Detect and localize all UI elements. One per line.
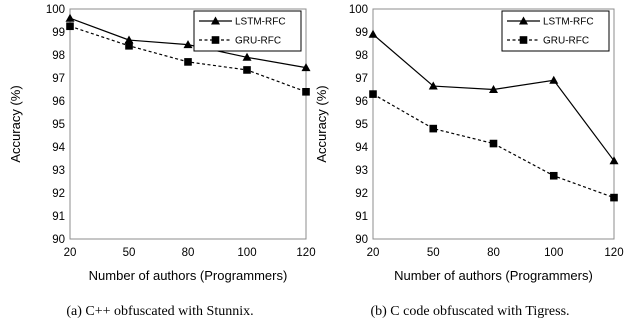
- x-tick-label: 20: [367, 247, 380, 259]
- data-point-gru-rfc: [184, 58, 192, 66]
- y-tick-label: 91: [52, 211, 65, 223]
- legend-marker-gru-rfc: [519, 36, 528, 44]
- legend-label-lstm-rfc: LSTM-RFC: [235, 17, 286, 28]
- legend: LSTM-RFC GRU-RFC: [193, 10, 302, 52]
- plot-area: [372, 8, 615, 240]
- y-tick-label: 96: [355, 96, 368, 108]
- x-tick-label: 120: [604, 247, 623, 259]
- data-point-lstm-rfc: [489, 85, 498, 93]
- data-point-gru-rfc: [66, 22, 74, 31]
- data-point-lstm-rfc: [124, 35, 134, 44]
- y-tick-label: 97: [355, 73, 368, 85]
- y-tick-label: 90: [355, 234, 368, 246]
- y-tick-label: 100: [349, 4, 368, 16]
- data-point-gru-rfc: [429, 124, 438, 133]
- data-point-lstm-rfc: [549, 75, 559, 84]
- x-tick-label: 50: [427, 247, 440, 259]
- y-tick-label: 100: [46, 4, 65, 16]
- data-point-lstm-rfc: [428, 81, 438, 90]
- y-axis-title: Accuracy (%): [314, 85, 329, 162]
- legend-marker-gru-rfc: [211, 36, 220, 44]
- data-point-lstm-rfc: [65, 13, 75, 22]
- x-tick-label: 120: [296, 247, 315, 259]
- x-tick-label: 20: [64, 247, 77, 259]
- data-point-gru-rfc: [549, 171, 558, 180]
- legend-marker-lstm-rfc: [211, 16, 220, 25]
- x-tick-label: 50: [123, 247, 136, 259]
- data-point-gru-rfc: [125, 42, 133, 50]
- data-point-lstm-rfc: [301, 63, 311, 72]
- legend-box: [193, 10, 302, 52]
- y-tick-label: 98: [355, 50, 368, 62]
- y-axis-title: Accuracy (%): [8, 85, 23, 162]
- figure-caption: (b) C code obfuscated with Tigress.: [370, 304, 569, 319]
- y-tick-label: 91: [355, 211, 368, 223]
- legend-box: [501, 10, 610, 52]
- y-tick-label: 92: [52, 188, 65, 200]
- legend-marker-lstm-rfc: [519, 16, 528, 25]
- y-tick-label: 98: [52, 50, 65, 62]
- y-tick-label: 99: [52, 27, 65, 39]
- data-point-gru-rfc: [302, 88, 310, 96]
- x-tick-label: 80: [487, 247, 500, 259]
- y-tick-label: 94: [52, 142, 65, 154]
- data-point-lstm-rfc: [609, 156, 619, 165]
- figure-caption: (a) C++ obfuscated with Stunnix.: [66, 304, 253, 319]
- y-tick-label: 90: [52, 234, 65, 246]
- series-line-gru-rfc: [372, 93, 615, 199]
- y-tick-label: 93: [52, 165, 65, 177]
- y-tick-label: 95: [355, 119, 368, 131]
- y-tick-label: 96: [52, 96, 65, 108]
- y-tick-label: 92: [355, 188, 368, 200]
- data-point-lstm-rfc: [242, 52, 252, 61]
- x-axis-title: Number of authors (Programmers): [394, 268, 593, 283]
- x-tick-label: 100: [237, 247, 256, 259]
- chart-a: 90 91 92 93 94 95 96 97 98 99 100 20 50 80 100 120 Numbe…: [8, 4, 316, 319]
- y-tick-label: 99: [355, 27, 368, 39]
- data-point-lstm-rfc: [183, 40, 193, 49]
- legend: LSTM-RFC GRU-RFC: [501, 10, 610, 52]
- data-point-gru-rfc: [489, 139, 498, 148]
- legend-label-lstm-rfc: LSTM-RFC: [543, 17, 594, 28]
- x-tick-label: 100: [544, 247, 563, 259]
- legend-label-gru-rfc: GRU-RFC: [543, 36, 589, 47]
- y-tick-label: 97: [52, 73, 65, 85]
- x-tick-label: 80: [182, 247, 195, 259]
- y-tick-label: 94: [355, 142, 368, 154]
- data-point-gru-rfc: [610, 193, 618, 202]
- y-tick-label: 95: [52, 119, 65, 131]
- data-point-lstm-rfc: [368, 29, 378, 38]
- chart-b: 90 91 92 93 94 95 96 97 98 99 100 20 50 80 100 120 Numbe…: [314, 4, 624, 319]
- x-axis-title: Number of authors (Programmers): [89, 268, 288, 283]
- data-point-gru-rfc: [243, 66, 251, 74]
- plot-area: [69, 8, 307, 240]
- legend-label-gru-rfc: GRU-RFC: [235, 36, 281, 47]
- y-tick-label: 93: [355, 165, 368, 177]
- data-point-gru-rfc: [369, 90, 377, 98]
